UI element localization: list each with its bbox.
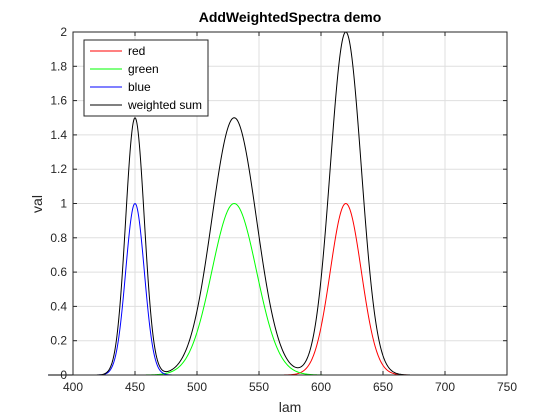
x-tick-label: 700: [435, 380, 455, 394]
y-tick-label: 0.4: [50, 299, 67, 313]
legend-label: weighted sum: [127, 98, 202, 112]
axis-ticks: [72, 31, 508, 376]
y-axis-label: val: [29, 195, 45, 213]
y-tick-label: 2: [60, 25, 67, 39]
legend[interactable]: red green blue weighted sum: [83, 39, 209, 117]
x-tick-label: 450: [125, 380, 145, 394]
y-tick-label: 1.8: [50, 59, 67, 73]
tick-labels: 400 450 500 550 600 650 700 750 0 0.2 0.4 0.6 0.8 1 1.…: [50, 25, 517, 394]
y-tick-label: 1.6: [50, 94, 67, 108]
y-tick-label: 1: [60, 197, 67, 211]
y-tick-label: 0.2: [50, 334, 67, 348]
x-tick-label: 650: [373, 380, 393, 394]
y-tick-label: 0: [60, 368, 67, 382]
y-tick-label: 1.4: [50, 128, 67, 142]
y-tick-label: 1.2: [50, 162, 67, 176]
legend-label: green: [128, 62, 159, 76]
y-tick-label: 0.8: [50, 231, 67, 245]
x-tick-label: 600: [311, 380, 331, 394]
x-tick-label: 400: [63, 380, 83, 394]
y-tick-label: 0.6: [50, 265, 67, 279]
legend-box: [83, 39, 209, 117]
x-tick-label: 750: [497, 380, 517, 394]
x-axis-label: lam: [279, 399, 302, 415]
legend-label: red: [128, 44, 145, 58]
chart-title: AddWeightedSpectra demo: [199, 9, 382, 25]
legend-label: blue: [128, 80, 151, 94]
x-tick-label: 550: [249, 380, 269, 394]
x-tick-label: 500: [187, 380, 207, 394]
